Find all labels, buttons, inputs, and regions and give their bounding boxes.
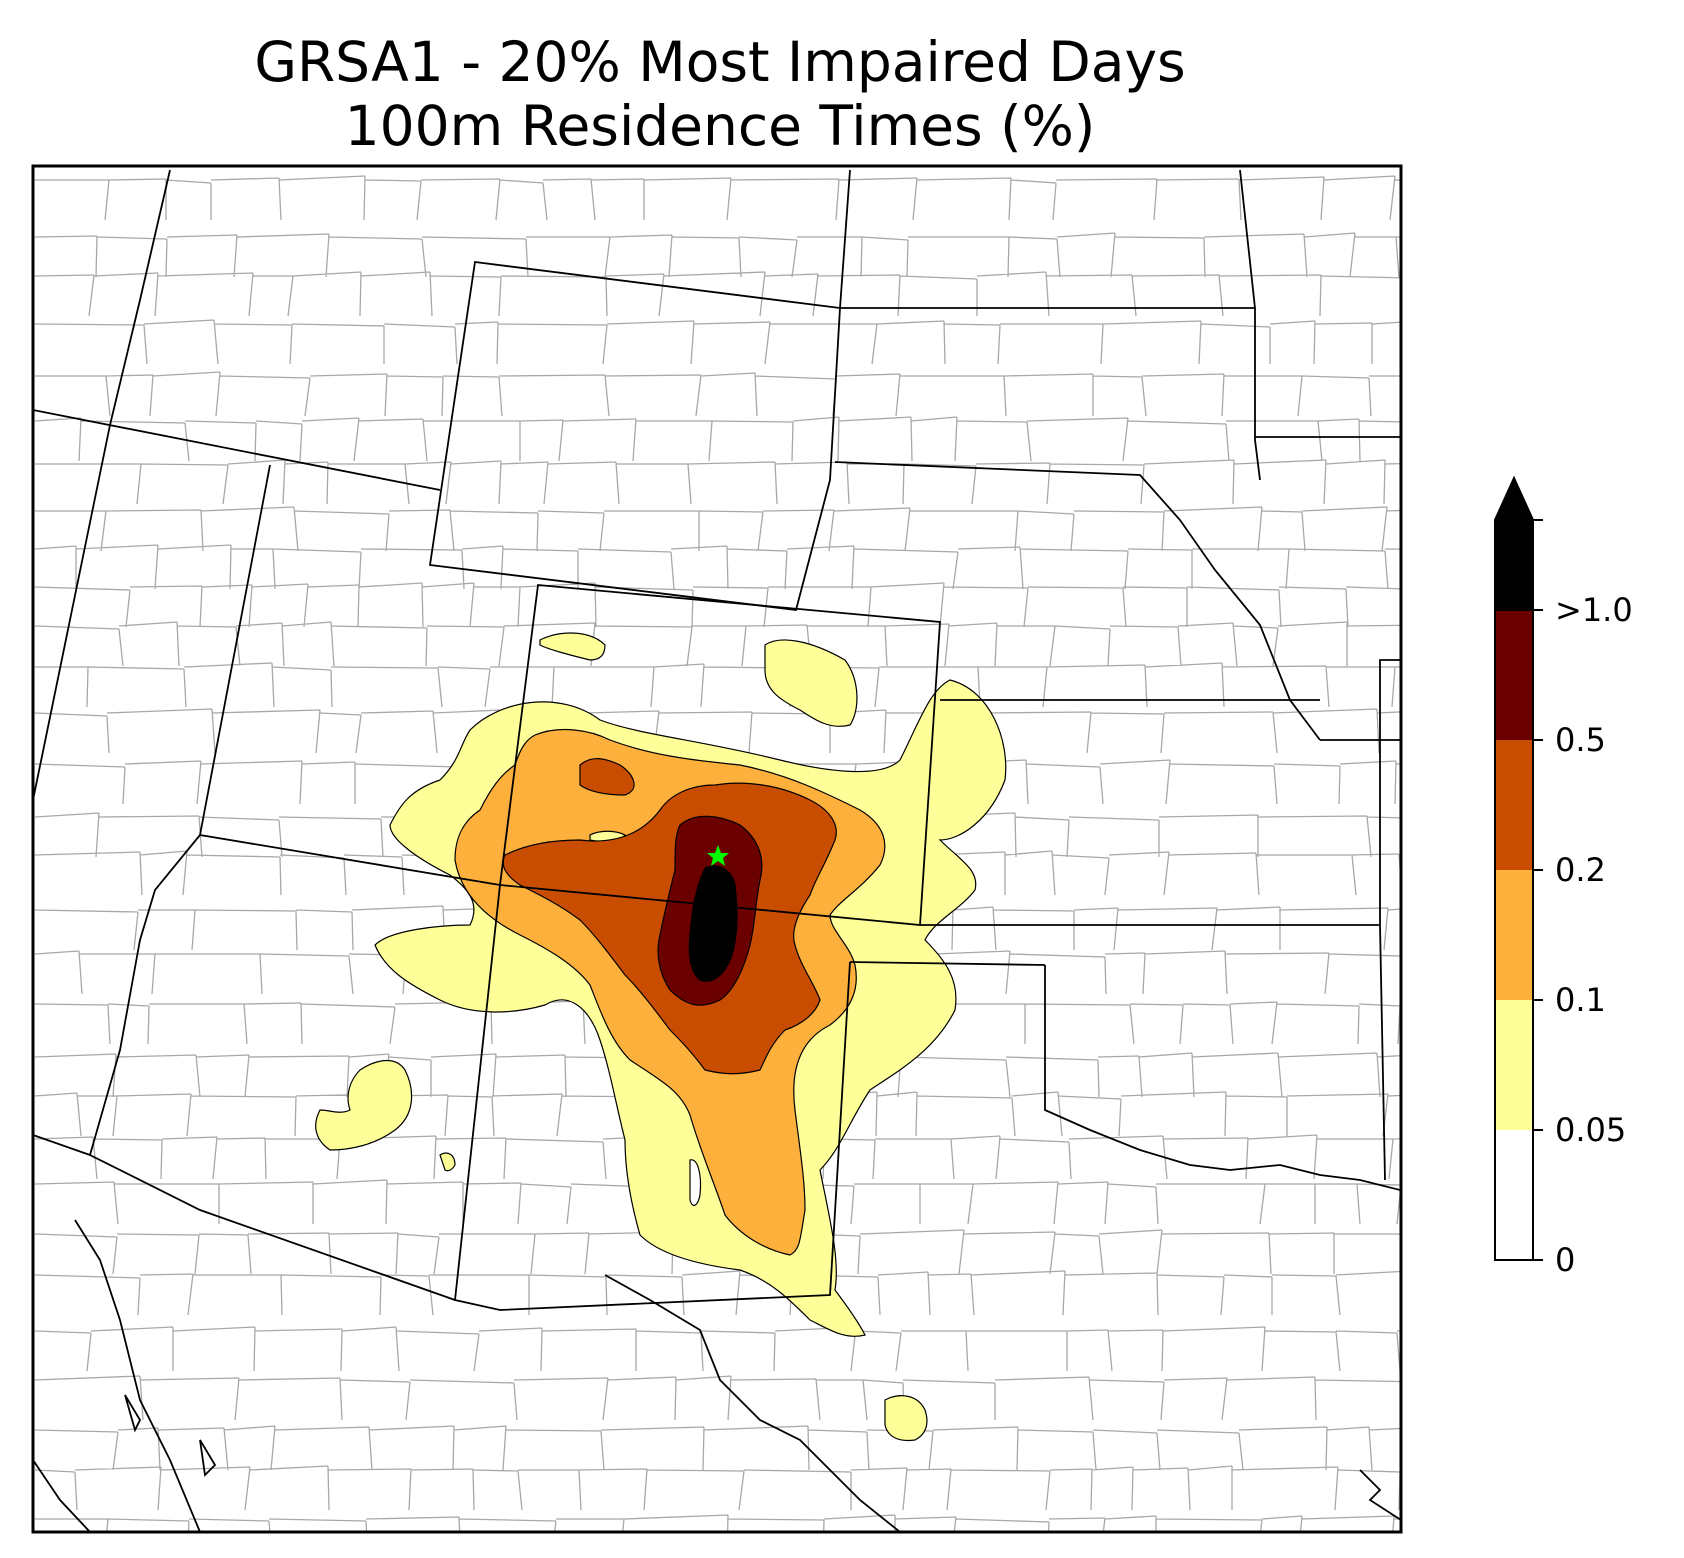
map-title-line1: GRSA1 - 20% Most Impaired Days [254,30,1186,94]
map-frame [31,164,1403,1534]
site-star-icon [707,845,729,866]
colorbar: 0 0.05 0.1 0.2 0.5 >1.0 [1494,475,1633,1279]
colorbar-tick-label: 0.5 [1555,721,1606,759]
contour-hole [689,1159,702,1207]
colorbar-tick-label: 0.05 [1555,1111,1626,1149]
colorbar-tick-label: >1.0 [1555,591,1633,629]
colorbar-segment [1495,870,1533,1000]
contour-over-1.0 [688,865,738,982]
colorbar-tick-label: 0.2 [1555,851,1606,889]
state-borders [33,169,1401,1532]
colorbar-tick-label: 0.1 [1555,981,1606,1019]
map-title-line2: 100m Residence Times (%) [344,94,1096,158]
colorbar-segment [1495,1130,1533,1260]
colorbar-segment [1495,740,1533,870]
colorbar-segment [1495,1000,1533,1130]
colorbar-segment [1495,610,1533,740]
colorbar-outline [1494,609,1534,1261]
colorbar-tick-label: 0 [1555,1241,1575,1279]
colorbar-extend-arrow [1494,475,1534,611]
